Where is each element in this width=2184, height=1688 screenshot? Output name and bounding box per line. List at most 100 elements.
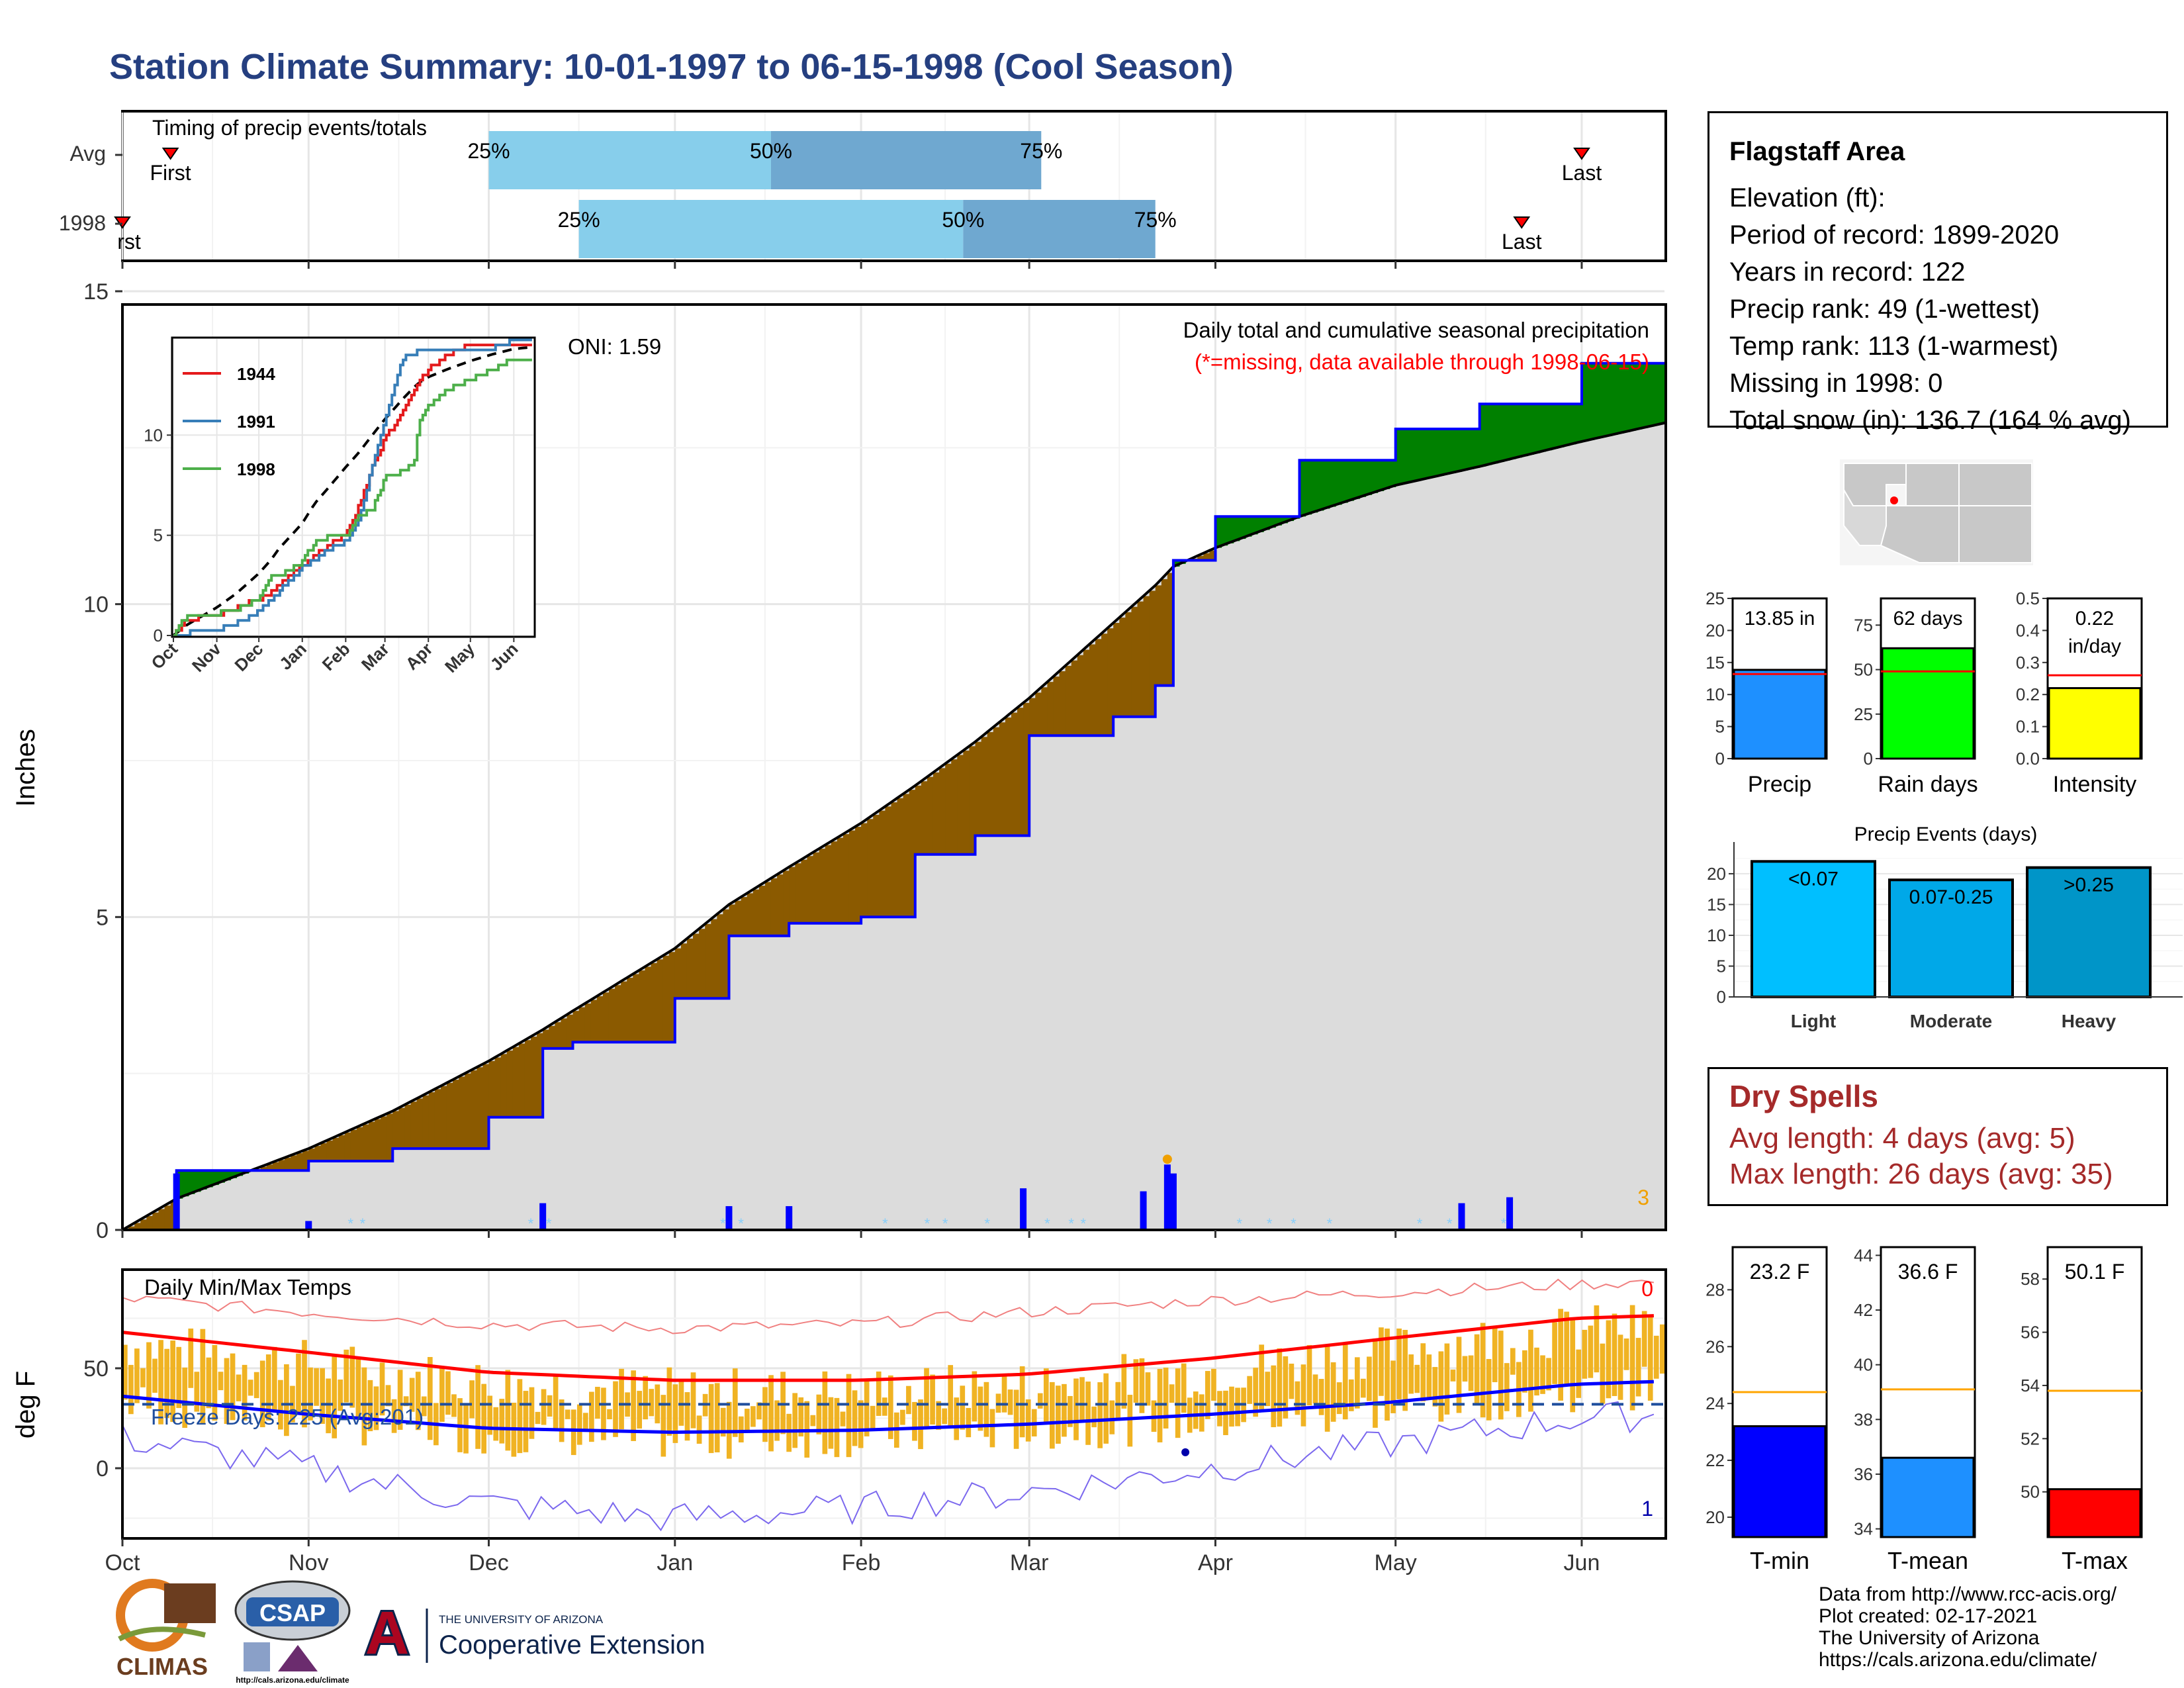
below-avg-fill [819,849,826,923]
daily-temp-range-bar [302,1340,307,1428]
timing-last-label: Last [1502,230,1542,254]
inset-frame [171,336,536,638]
below-avg-fill [1047,682,1054,736]
below-avg-fill [555,1022,561,1049]
temp-title: Daily Min/Max Temps [144,1275,351,1299]
temp-summary-y-tick-label: 42 [1854,1300,1873,1320]
above-avg-fill [1635,363,1643,430]
daily-temp-range-bar [983,1382,989,1437]
below-avg-fill [561,1018,568,1049]
daily-temp-range-bar [756,1402,762,1420]
csap-mountain [278,1645,318,1671]
events-y-tick-label: 20 [1707,864,1726,884]
daily-temp-range-bar [822,1371,828,1454]
daily-temp-range-bar [1629,1305,1635,1411]
below-avg-fill [549,1025,555,1049]
daily-precip-bar [539,1203,547,1230]
temp-summary-group: 20 22 24 26 28 23.2 F T-min 34 36 38 40 42 44 36.6 F T… [1706,1245,2143,1574]
temp-summary-value-label: 50.1 F [2065,1260,2125,1284]
below-avg-fill [332,1137,340,1162]
credit-line: Data from http://www.rcc-acis.org/ [1819,1583,2117,1605]
daily-temp-range-bar [248,1380,253,1396]
daily-temp-range-bar [678,1379,684,1426]
temp-summary-y-tick-label: 54 [2021,1376,2040,1395]
above-avg-fill [1377,460,1385,491]
summary-y-tick-label: 75 [1854,615,1873,635]
events-y-tick-label: 15 [1707,894,1726,914]
above-avg-fill [1233,516,1240,541]
daily-temp-range-bar [1426,1354,1432,1399]
precip-y-tick-label: 5 [96,905,109,930]
above-avg-fill [1263,516,1270,530]
daily-temp-range-bar [900,1409,905,1425]
below-avg-fill [945,763,952,855]
precip-title: Daily total and cumulative seasonal prec… [1183,318,1649,342]
below-avg-fill [921,781,928,855]
daily-temp-range-bar [265,1354,271,1421]
daily-temp-range-bar [271,1346,277,1411]
dry-spells-max: Max length: 26 days (avg: 35) [1729,1158,2113,1190]
daily-temp-range-bar [1318,1379,1324,1415]
below-avg-fill [717,914,723,999]
x-axis-month-label: May [1375,1550,1417,1575]
temp-summary-y-tick-label: 28 [1706,1280,1725,1299]
above-avg-fill [1473,428,1480,468]
below-avg-fill [1029,698,1036,736]
daily-temp-range-bar [846,1374,852,1458]
ua-extension-logo: A THE UNIVERSITY OF ARIZONA Cooperative … [363,1602,705,1668]
inset-lines [172,338,532,637]
daily-temp-range-bar [1007,1389,1013,1415]
above-avg-fill [1305,460,1312,515]
daily-temp-range-bar [1163,1368,1169,1429]
below-avg-fill [668,952,676,1043]
daily-temp-range-bar [816,1394,822,1434]
below-avg-fill [608,988,615,1043]
events-bar-moderate [1888,878,2014,998]
daily-temp-range-bar [439,1368,445,1422]
temp-ylabel: deg F [11,1371,40,1438]
below-avg-fill [1077,655,1084,736]
above-avg-fill [1449,428,1457,473]
above-avg-fill [1432,428,1438,477]
below-avg-fill [518,1043,525,1117]
daily-temp-range-bar [643,1376,649,1420]
daily-temp-range-bar [122,1344,128,1400]
dry-spells-box: Dry Spells Avg length: 4 days (avg: 5) M… [1707,1067,2168,1206]
daily-temp-range-bar [714,1383,720,1453]
below-avg-fill [615,985,621,1043]
timing-first-label: rst [117,230,141,254]
above-avg-fill [188,1170,195,1194]
below-avg-fill [969,746,976,855]
below-avg-fill [975,741,982,836]
below-avg-fill [146,1215,153,1230]
daily-precip-bar [786,1206,793,1230]
inset-legend-label: 1991 [237,412,275,432]
daily-temp-range-bar [954,1397,960,1440]
info-line: Total snow (in): 136.7 (164 % avg) [1729,406,2131,435]
above-avg-fill [1497,404,1504,463]
temp-summary-chart-t-min: 20 22 24 26 28 23.2 F T-min [1706,1246,1828,1574]
daily-temp-range-bar [170,1340,175,1423]
below-avg-fill [758,886,766,936]
locator-map [1840,459,2033,565]
summary-y-tick-label: 25 [1854,704,1873,724]
temp-summary-y-tick-label: 22 [1706,1450,1725,1470]
daily-temp-range-bar [1558,1309,1563,1401]
timing-title: Timing of precip events/totals [152,116,427,140]
daily-temp-range-bar [349,1346,355,1408]
daily-temp-range-bar [1588,1325,1594,1378]
temp-y-axis: 0 50 [83,1356,1583,1546]
above-avg-fill [1479,404,1486,467]
below-avg-fill [1209,550,1216,561]
daily-temp-range-bar [397,1370,403,1430]
daily-temp-range-bar [1361,1378,1366,1398]
daily-temp-range-bar [278,1380,283,1430]
above-avg-fill [1545,404,1553,451]
summary-y-tick-label: 25 [1706,588,1725,608]
daily-temp-range-bar [487,1395,493,1435]
summary-bar-chart-rain-days: 0 25 50 75 62 days Rain days [1854,597,1978,797]
info-line: Temp rank: 113 (1-warmest) [1729,332,2059,361]
daily-temp-range-bar [529,1387,535,1439]
daily-temp-range-bar [942,1408,947,1425]
daily-temp-range-bar [1013,1389,1019,1449]
